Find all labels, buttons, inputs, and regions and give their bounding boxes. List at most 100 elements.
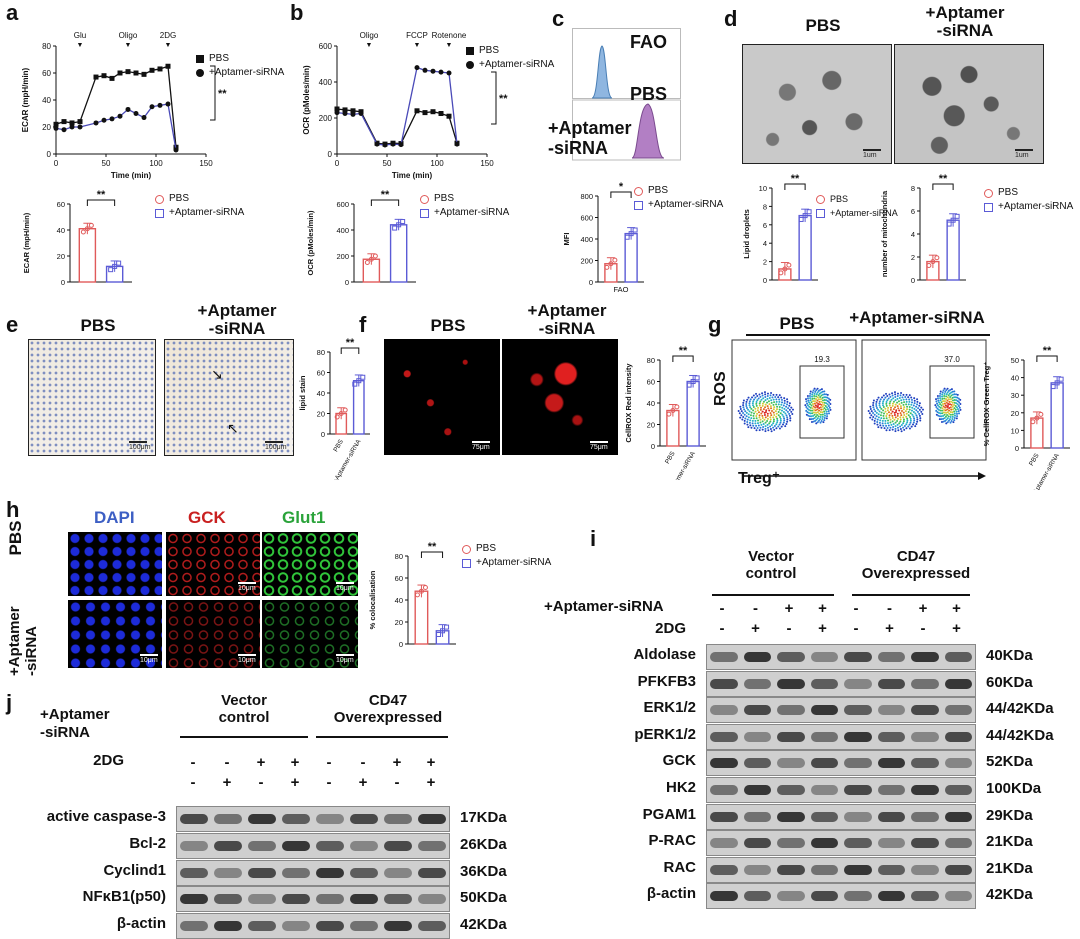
cell-dot bbox=[775, 400, 778, 403]
cell-dot bbox=[786, 420, 789, 423]
protein-band bbox=[384, 867, 412, 878]
protein-band bbox=[350, 867, 378, 878]
cell-dot bbox=[886, 412, 889, 415]
injection-marker-label: Rotenone bbox=[432, 31, 467, 40]
cell-dot bbox=[737, 410, 740, 413]
cell-dot bbox=[769, 420, 772, 423]
replicate-point bbox=[1034, 415, 1040, 421]
cell-dot bbox=[820, 408, 823, 411]
cell-dot bbox=[813, 413, 816, 416]
data-point bbox=[430, 68, 436, 74]
y-tick-label: 20 bbox=[317, 410, 325, 419]
significance-bracket bbox=[672, 355, 694, 362]
cell-dot bbox=[773, 406, 776, 409]
cell-dot bbox=[893, 413, 896, 416]
cell-dot bbox=[752, 406, 755, 409]
data-point bbox=[117, 70, 123, 76]
cell-dot bbox=[780, 398, 783, 401]
cell-dot bbox=[947, 398, 950, 401]
cell-dot bbox=[945, 401, 948, 404]
cell-dot bbox=[941, 407, 944, 410]
cell-dot bbox=[819, 413, 822, 416]
cell-dot bbox=[806, 395, 809, 398]
cell-dot bbox=[828, 401, 831, 404]
replicate-point bbox=[632, 227, 638, 233]
cell-dot bbox=[816, 405, 819, 408]
aptamer-square-icon bbox=[634, 200, 643, 210]
cell-dot bbox=[775, 427, 778, 430]
blot-strip bbox=[176, 859, 450, 886]
cell-dot bbox=[745, 411, 748, 414]
cell-dot bbox=[812, 402, 815, 405]
lipid-droplets-bar-chart: 0 2 4 6 8 10 Lipid droplets ** bbox=[742, 173, 818, 285]
cell-dot bbox=[879, 406, 882, 409]
replicate-point bbox=[334, 414, 340, 420]
treg-axis-label: Treg⁺ bbox=[738, 470, 781, 487]
y-axis-label: lipid stain bbox=[298, 375, 307, 410]
dg-sign: + bbox=[426, 774, 436, 791]
cell-dot bbox=[951, 390, 954, 393]
cell-dot bbox=[894, 403, 897, 406]
cell-dot bbox=[888, 393, 891, 396]
cell-dot bbox=[943, 417, 946, 420]
data-point bbox=[125, 106, 131, 112]
cell-dot bbox=[788, 414, 791, 417]
protein-band bbox=[810, 731, 838, 742]
j-vector-control-label: Vector control bbox=[218, 692, 270, 726]
cell-dot bbox=[764, 425, 767, 428]
cell-dot bbox=[878, 421, 881, 424]
protein-band bbox=[180, 867, 208, 878]
cell-dot bbox=[775, 415, 778, 418]
cell-dot bbox=[913, 399, 916, 402]
aptamer-sign: - bbox=[326, 754, 332, 771]
cell-dot bbox=[818, 418, 821, 421]
cell-dot bbox=[762, 422, 765, 425]
cell-dot bbox=[877, 426, 880, 429]
replicate-point bbox=[116, 260, 122, 266]
cell-dot bbox=[816, 399, 819, 402]
protein-band bbox=[944, 864, 972, 875]
cell-dot bbox=[823, 417, 826, 420]
cell-dot bbox=[760, 412, 763, 415]
aptamer-sign: + bbox=[818, 600, 827, 617]
data-point bbox=[93, 74, 99, 80]
dg-sign: - bbox=[394, 774, 400, 791]
y-axis-label: % colocalisation bbox=[368, 570, 377, 629]
cell-dot bbox=[941, 393, 944, 396]
cell-dot bbox=[752, 414, 755, 417]
cell-dot bbox=[810, 420, 813, 423]
protein-label: pERK1/2 bbox=[634, 725, 696, 743]
protein-band bbox=[911, 758, 939, 769]
cell-dot bbox=[935, 400, 938, 403]
protein-band bbox=[248, 894, 276, 905]
protein-band bbox=[710, 758, 738, 769]
cell-dot bbox=[894, 430, 897, 433]
cell-dot bbox=[943, 397, 946, 400]
protein-band bbox=[777, 785, 805, 795]
cell-dot bbox=[829, 398, 832, 401]
protein-band bbox=[350, 894, 378, 905]
cell-dot bbox=[881, 422, 884, 425]
hist-frame-top bbox=[572, 28, 681, 99]
cell-dot bbox=[816, 417, 819, 420]
cell-dot bbox=[939, 392, 942, 395]
cell-dot bbox=[891, 392, 894, 395]
cell-dot bbox=[823, 407, 826, 410]
cell-dot bbox=[956, 400, 959, 403]
cell-dot bbox=[954, 396, 957, 399]
cell-dot bbox=[805, 398, 808, 401]
cell-dot bbox=[768, 409, 771, 412]
cell-dot bbox=[823, 412, 826, 415]
cell-dot bbox=[895, 409, 898, 412]
legend-d2-bar: PBS +Aptamer-siRNA bbox=[984, 186, 1073, 214]
cell-dot bbox=[786, 398, 789, 401]
legend-pbs: PBS bbox=[476, 543, 497, 554]
cell-dot bbox=[805, 400, 808, 403]
cell-dot bbox=[813, 392, 816, 395]
aptamer-sign: + bbox=[784, 600, 794, 617]
cell-dot bbox=[900, 401, 903, 404]
blot-strip bbox=[706, 830, 976, 857]
cell-dot bbox=[757, 397, 760, 400]
cell-dot bbox=[908, 406, 911, 409]
significance-label: ** bbox=[791, 173, 800, 185]
